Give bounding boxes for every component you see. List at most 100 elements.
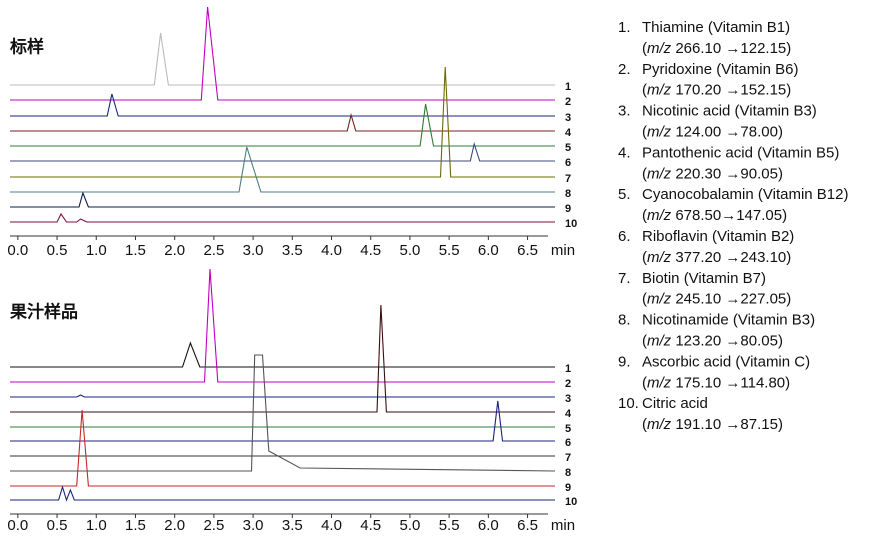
transition: 124.00 →78.00 bbox=[671, 123, 778, 140]
series-label: 1 bbox=[565, 81, 571, 93]
legend-number: 9. bbox=[618, 353, 631, 370]
trace bbox=[10, 341, 555, 368]
legend-transition: (m/z 678.50→147.05) bbox=[642, 207, 787, 224]
mz-close: ) bbox=[782, 207, 787, 224]
x-axis-label: min bbox=[551, 517, 575, 534]
series-label: 4 bbox=[565, 408, 572, 420]
mz-label: m/z bbox=[647, 123, 672, 140]
trace bbox=[10, 394, 555, 398]
x-tick-label: 5.0 bbox=[399, 517, 420, 534]
legend-name: Pyridoxine (Vitamin B6) bbox=[642, 61, 798, 78]
mz-label: m/z bbox=[647, 249, 672, 266]
legend-transition: (m/z 123.20 →80.05) bbox=[642, 332, 783, 349]
x-tick-label: 4.5 bbox=[360, 517, 381, 534]
legend-name: Pantothenic acid (Vitamin B5) bbox=[642, 144, 839, 161]
legend-number: 8. bbox=[618, 312, 631, 329]
legend-number: 3. bbox=[618, 103, 631, 120]
chart-title: 果汁样品 bbox=[10, 301, 78, 321]
legend-number: 7. bbox=[618, 270, 631, 287]
x-tick-label: 0.5 bbox=[47, 242, 68, 259]
mz-open: ( bbox=[642, 207, 647, 224]
series-label: 5 bbox=[565, 142, 571, 154]
x-tick-label: 4.5 bbox=[360, 242, 381, 259]
transition: 191.10 →87.15 bbox=[671, 416, 778, 433]
trace bbox=[10, 400, 555, 442]
mz-label: m/z bbox=[647, 82, 672, 99]
x-tick-label: 2.0 bbox=[164, 517, 185, 534]
legend-transition: (m/z 266.10 →122.15) bbox=[642, 40, 791, 57]
x-tick-label: 3.0 bbox=[243, 517, 264, 534]
transition: 678.50→147.05 bbox=[671, 207, 782, 224]
trace bbox=[10, 146, 555, 193]
trace bbox=[10, 191, 555, 208]
legend-transition: (m/z 191.10 →87.15) bbox=[642, 416, 783, 433]
legend-number: 6. bbox=[618, 228, 631, 245]
x-tick-label: 1.5 bbox=[125, 242, 146, 259]
x-tick-label: 4.0 bbox=[321, 242, 342, 259]
mz-open: ( bbox=[642, 165, 647, 182]
transition: 245.10 →227.05 bbox=[671, 291, 786, 308]
mz-close: ) bbox=[778, 416, 783, 433]
x-tick-label: 0.0 bbox=[7, 242, 28, 259]
trace bbox=[10, 112, 555, 132]
x-tick-label: 1.0 bbox=[86, 517, 107, 534]
legend-name: Biotin (Vitamin B7) bbox=[642, 270, 766, 287]
series-label: 3 bbox=[565, 393, 571, 405]
mz-close: ) bbox=[778, 123, 783, 140]
x-tick-label: 3.5 bbox=[282, 517, 303, 534]
trace bbox=[10, 304, 555, 413]
legend-name: Ascorbic acid (Vitamin C) bbox=[642, 353, 810, 370]
mz-open: ( bbox=[642, 82, 647, 99]
x-tick-label: 6.5 bbox=[517, 242, 538, 259]
legend-number: 2. bbox=[618, 61, 631, 78]
x-tick-label: 5.5 bbox=[439, 517, 460, 534]
mz-label: m/z bbox=[647, 332, 672, 349]
legend-name: Nicotinic acid (Vitamin B3) bbox=[642, 103, 817, 120]
transition: 175.10 →114.80 bbox=[671, 374, 785, 391]
trace bbox=[10, 485, 555, 502]
trace bbox=[10, 66, 555, 178]
legend-name: Citric acid bbox=[642, 395, 708, 412]
transition: 377.20 →243.10 bbox=[671, 249, 786, 266]
transition: 123.20 →80.05 bbox=[671, 332, 778, 349]
x-tick-label: 5.5 bbox=[439, 242, 460, 259]
trace bbox=[10, 6, 555, 101]
x-tick-label: 4.0 bbox=[321, 517, 342, 534]
series-label: 8 bbox=[565, 188, 571, 200]
series-label: 9 bbox=[565, 482, 571, 494]
mz-close: ) bbox=[778, 332, 783, 349]
mz-open: ( bbox=[642, 40, 647, 57]
legend-number: 1. bbox=[618, 19, 631, 36]
x-tick-label: 6.0 bbox=[478, 242, 499, 259]
mz-close: ) bbox=[786, 249, 791, 266]
mz-close: ) bbox=[786, 82, 791, 99]
trace bbox=[10, 103, 555, 147]
x-tick-label: 6.5 bbox=[517, 517, 538, 534]
series-label: 3 bbox=[565, 112, 571, 124]
legend-transition: (m/z 124.00 →78.00) bbox=[642, 123, 783, 140]
x-tick-label: 5.0 bbox=[399, 242, 420, 259]
legend-number: 5. bbox=[618, 186, 631, 203]
series-label: 2 bbox=[565, 96, 571, 108]
mz-close: ) bbox=[786, 291, 791, 308]
x-tick-label: 3.5 bbox=[282, 242, 303, 259]
x-tick-label: 1.5 bbox=[125, 517, 146, 534]
x-tick-label: 1.0 bbox=[86, 242, 107, 259]
series-label: 7 bbox=[565, 173, 571, 185]
legend-name: Cyanocobalamin (Vitamin B12) bbox=[642, 186, 849, 203]
mz-open: ( bbox=[642, 123, 647, 140]
trace bbox=[10, 409, 555, 487]
mz-label: m/z bbox=[647, 165, 672, 182]
legend-number: 4. bbox=[618, 144, 631, 161]
series-label: 6 bbox=[565, 437, 571, 449]
mz-open: ( bbox=[642, 249, 647, 266]
legend-transition: (m/z 175.10 →114.80) bbox=[642, 374, 790, 391]
legend-transition: (m/z 220.30 →90.05) bbox=[642, 165, 783, 182]
series-label: 4 bbox=[565, 127, 572, 139]
transition: 220.30 →90.05 bbox=[671, 165, 778, 182]
mz-close: ) bbox=[786, 40, 791, 57]
series-label: 10 bbox=[565, 218, 577, 230]
legend-number: 10. bbox=[618, 395, 639, 412]
mz-open: ( bbox=[642, 416, 647, 433]
